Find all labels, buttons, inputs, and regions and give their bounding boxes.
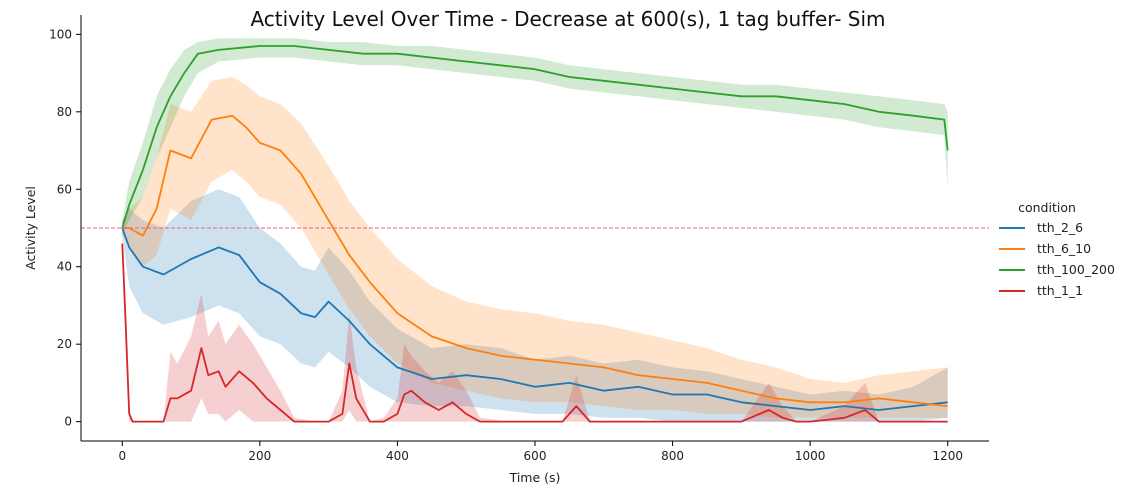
legend: condition tth_2_6 tth_6_10 tth_100_200 tth_… bbox=[999, 200, 1115, 298]
y-tick-label: 100 bbox=[49, 27, 72, 41]
legend-title: condition bbox=[1018, 200, 1076, 215]
x-tick-label: 1200 bbox=[932, 449, 963, 463]
y-tick-label: 60 bbox=[57, 182, 72, 196]
line-tth_1_1 bbox=[121, 243, 948, 423]
band-tth_2_6 bbox=[122, 189, 948, 422]
x-tick-label: 800 bbox=[661, 449, 684, 463]
line-tth_6_10 bbox=[122, 114, 948, 407]
y-axis-label: Activity Level bbox=[23, 186, 38, 270]
line-tth_100_200 bbox=[121, 45, 949, 229]
x-tick-label: 600 bbox=[524, 449, 547, 463]
y-tick-label: 0 bbox=[64, 415, 72, 429]
band-tth_100_200 bbox=[122, 38, 948, 236]
y-tick-label: 80 bbox=[57, 105, 72, 119]
y-tick-label: 40 bbox=[57, 260, 72, 274]
legend-label-tth_100_200: tth_100_200 bbox=[1037, 262, 1115, 277]
x-tick-label: 200 bbox=[248, 449, 271, 463]
band-tth_6_10 bbox=[122, 77, 948, 418]
series-lines bbox=[121, 45, 949, 423]
x-axis-label: Time (s) bbox=[509, 470, 561, 485]
axes: 0 200 400 600 800 1000 1200 0 20 40 60 80 100 bbox=[49, 15, 989, 463]
legend-label-tth_6_10: tth_6_10 bbox=[1037, 241, 1091, 256]
x-tick-label: 0 bbox=[118, 449, 126, 463]
confidence-bands bbox=[122, 38, 948, 422]
band-tth_1_1 bbox=[122, 235, 948, 422]
legend-label-tth_1_1: tth_1_1 bbox=[1037, 283, 1083, 298]
legend-label-tth_2_6: tth_2_6 bbox=[1037, 220, 1083, 235]
chart-title: Activity Level Over Time - Decrease at 6… bbox=[250, 7, 885, 31]
y-tick-label: 20 bbox=[57, 337, 72, 351]
x-tick-label: 1000 bbox=[795, 449, 826, 463]
x-tick-label: 400 bbox=[386, 449, 409, 463]
line-tth_2_6 bbox=[121, 227, 948, 411]
